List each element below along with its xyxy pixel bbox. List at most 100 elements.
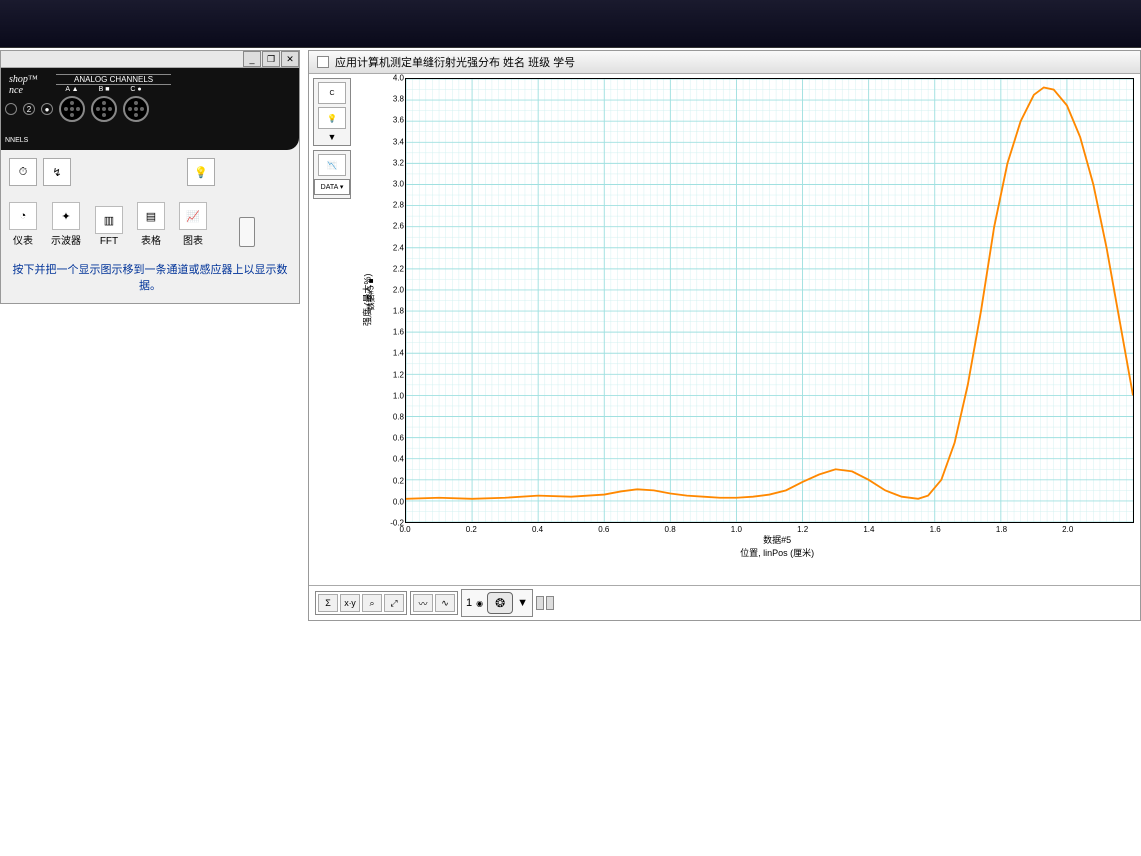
display-示波器[interactable]: ✦ 示波器 [51, 202, 81, 247]
y-tick-label: 1.0 [393, 391, 404, 400]
y-ticks: -0.20.00.20.40.60.81.01.21.41.61.82.02.2… [390, 78, 404, 523]
y-tick-label: 2.8 [393, 201, 404, 210]
display-label: 仪表 [13, 232, 33, 247]
display-表格[interactable]: ▤ 表格 [137, 202, 165, 247]
y-tick-label: 1.6 [393, 328, 404, 337]
y-tick-label: 4.0 [393, 74, 404, 83]
y-tick-label: 3.8 [393, 95, 404, 104]
chart-plot-area[interactable] [405, 78, 1134, 523]
din-connector-icon [91, 96, 117, 122]
run-index: 1 [466, 597, 472, 609]
stats-button[interactable]: Σ [318, 594, 338, 612]
rotate-tool-icon[interactable]: ↯ [43, 158, 71, 186]
digital-slot[interactable] [5, 103, 17, 115]
x-tick-label: 0.0 [399, 525, 410, 534]
y-tick-label: 2.0 [393, 285, 404, 294]
usb-icon[interactable] [239, 217, 255, 247]
sampling-tools: ⏱ ↯ 💡 [1, 150, 299, 194]
y-tick-label: 1.4 [393, 349, 404, 358]
digital-slot-dot[interactable]: ● [41, 103, 53, 115]
graph-body: C 💡 ▼ 📉 DATA ▾ 数据#5 ■ 强度 (最大%) -0.20.00.… [309, 74, 1140, 585]
window-controls: _ ❐ ✕ [1, 51, 299, 68]
display-palette: ◔ 仪表 ✦ 示波器 ▥ FFT ▤ 表格 📈 图表 [1, 194, 299, 255]
y-tick-label: 2.4 [393, 243, 404, 252]
hint-text: 按下并把一个显示图示移到一条通道或感应器上以显示数据。 [1, 255, 299, 303]
y-tick-label: 3.2 [393, 158, 404, 167]
display-label: FFT [100, 236, 118, 247]
y-tick-label: 1.8 [393, 307, 404, 316]
plot-style-button[interactable]: 〰 [413, 594, 433, 612]
channel-c[interactable]: C ● [123, 96, 149, 122]
sensor-select-icon[interactable]: C [318, 82, 346, 104]
x-tick-label: 1.4 [863, 525, 874, 534]
graph-titlebar: 应用计算机测定单缝衍射光强分布 姓名 班级 学号 [309, 51, 1140, 74]
scroll-wheel-icon[interactable]: ❂ [487, 592, 513, 614]
run-dropdown[interactable]: ▼ [517, 597, 528, 609]
y-tick-label: 1.2 [393, 370, 404, 379]
timer-tool-icon[interactable]: ⏱ [9, 158, 37, 186]
x-tick-label: 1.6 [930, 525, 941, 534]
graph-bottom-toolbar: Σ x∙y ⌕ ⤢ 〰 ∿ 1 ◉ ❂ ▼ [309, 585, 1140, 620]
x-tick-label: 0.6 [598, 525, 609, 534]
cursor-tools[interactable] [536, 596, 554, 610]
x-tick-label: 0.2 [466, 525, 477, 534]
graph-side-toolbar: C 💡 ▼ 📉 DATA ▾ [309, 74, 355, 585]
setup-panel: _ ❐ ✕ shop™ nce ANALOG CHANNELS 2 ● A ▲ … [0, 50, 300, 304]
analog-channels-label: ANALOG CHANNELS [56, 74, 171, 85]
display-label: 表格 [141, 232, 161, 247]
display-label: 图表 [183, 232, 203, 247]
x-tick-label: 0.4 [532, 525, 543, 534]
display-icon: ◔ [9, 202, 37, 230]
y-tick-label: 3.4 [393, 137, 404, 146]
y-tick-label: 0.6 [393, 434, 404, 443]
x-tick-label: 1.8 [996, 525, 1007, 534]
chart-region: 数据#5 ■ 强度 (最大%) -0.20.00.20.40.60.81.01.… [355, 74, 1140, 585]
din-connector-icon [59, 96, 85, 122]
display-icon: ▥ [95, 206, 123, 234]
xy-button[interactable]: x∙y [340, 594, 360, 612]
display-icon: ▤ [137, 202, 165, 230]
run-selector[interactable]: 1 ◉ ❂ ▼ [461, 589, 533, 617]
graph-style-button[interactable]: 📉 [318, 154, 346, 176]
graph-window: 应用计算机测定单缝衍射光强分布 姓名 班级 学号 C 💡 ▼ 📉 DATA ▾ … [308, 50, 1141, 621]
light-sensor-button[interactable]: 💡 [318, 107, 346, 129]
display-FFT[interactable]: ▥ FFT [95, 206, 123, 247]
display-仪表[interactable]: ◔ 仪表 [9, 202, 37, 247]
y-tick-label: 0.4 [393, 455, 404, 464]
sensor-dropdown[interactable]: ▼ [328, 132, 337, 142]
y-tick-label: 0.2 [393, 476, 404, 485]
channel-row: 2 ● A ▲ B ■ C ● [5, 96, 149, 122]
y-tick-label: 2.2 [393, 264, 404, 273]
channels-sublabel: NNELS [5, 137, 28, 144]
channel-a[interactable]: A ▲ [59, 96, 85, 122]
app-titlebar [0, 0, 1141, 48]
fit-button[interactable]: ⌕ [362, 594, 382, 612]
y-tick-label: 2.6 [393, 222, 404, 231]
graph-title: 应用计算机测定单缝衍射光强分布 姓名 班级 学号 [335, 54, 575, 70]
hardware-logo-bottom: nce [9, 85, 291, 96]
display-icon: 📈 [179, 202, 207, 230]
display-图表[interactable]: 📈 图表 [179, 202, 207, 247]
y-tick-label: 0.0 [393, 497, 404, 506]
y-tick-label: 0.8 [393, 413, 404, 422]
y-tick-label: 3.6 [393, 116, 404, 125]
zoom-button[interactable]: ⤢ [384, 594, 404, 612]
digital-slot-2[interactable]: 2 [23, 103, 35, 115]
y-tick-label: 3.0 [393, 179, 404, 188]
x-axis-label: 数据#5 位置, linPos (厘米) [740, 533, 814, 559]
channel-b[interactable]: B ■ [91, 96, 117, 122]
close-button[interactable]: ✕ [281, 51, 299, 67]
graph-window-icon [317, 56, 329, 68]
maximize-button[interactable]: ❐ [262, 51, 280, 67]
hardware-interface: shop™ nce ANALOG CHANNELS 2 ● A ▲ B ■ C … [1, 68, 299, 150]
x-tick-label: 0.8 [665, 525, 676, 534]
display-label: 示波器 [51, 232, 81, 247]
data-select-button[interactable]: DATA ▾ [314, 179, 350, 195]
minimize-button[interactable]: _ [243, 51, 261, 67]
y-axis-label: 强度 (最大%) [361, 273, 374, 326]
display-icon: ✦ [52, 202, 80, 230]
light-sensor-icon[interactable]: 💡 [187, 158, 215, 186]
x-tick-label: 2.0 [1062, 525, 1073, 534]
options-button[interactable]: ∿ [435, 594, 455, 612]
din-connector-icon [123, 96, 149, 122]
